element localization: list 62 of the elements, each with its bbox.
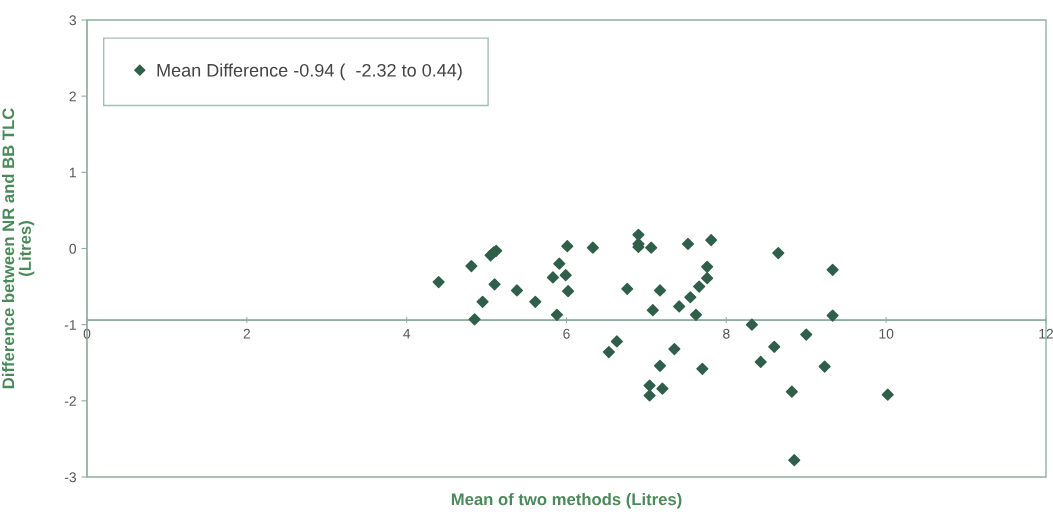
point [653,284,667,297]
point [772,246,785,260]
point [689,308,703,321]
y-tick-label: 0 [69,243,77,254]
point [602,346,615,359]
point [643,389,656,402]
point [656,382,669,395]
point [701,260,714,273]
point [546,271,559,284]
point [754,355,767,369]
point [553,257,566,270]
x-tick-label: 8 [723,328,730,339]
point [696,362,709,375]
x-axis-title: Mean of two methods (Litres) [451,492,682,509]
point [621,282,634,295]
y-tick-label: 2 [69,91,76,102]
point [559,269,572,282]
x-tick-label: 10 [879,328,894,339]
point [681,237,695,251]
point [476,295,489,308]
point [673,300,686,313]
y-tick-label: -2 [64,396,76,406]
point [465,259,478,273]
x-tick-label: 2 [243,328,250,339]
y-tick-label: -3 [64,472,76,483]
point [632,228,645,241]
point [768,340,781,353]
point [488,278,501,291]
point [818,360,831,373]
point [826,263,839,276]
y-axis-title: Difference between NR and BB TLC (Litres) [1,108,35,389]
point [653,359,667,372]
y-tick-label: -1 [64,320,76,330]
point [529,295,542,308]
point [668,342,681,356]
point [684,291,697,304]
point [432,275,445,289]
point [826,309,839,322]
point [468,313,481,326]
point [562,285,575,298]
point [785,385,798,398]
point [800,328,813,341]
point [645,241,658,254]
legend-label: Mean Difference -0.94 ( -2.32 to 0.44) [157,63,462,81]
y-tick-label: 3 [69,15,76,26]
x-tick-label: 12 [1039,328,1053,339]
point [643,379,656,392]
y-tick-label: 1 [69,167,76,178]
point [705,234,718,247]
point [561,240,574,253]
point [586,241,599,254]
point [550,308,563,321]
point [881,388,894,401]
point [701,272,714,285]
x-tick-label: 4 [403,328,411,339]
point [745,318,758,331]
point [510,284,524,297]
x-tick-label: 6 [563,328,570,339]
point [610,335,623,348]
point [788,454,801,467]
point [646,304,659,317]
point [693,280,706,293]
